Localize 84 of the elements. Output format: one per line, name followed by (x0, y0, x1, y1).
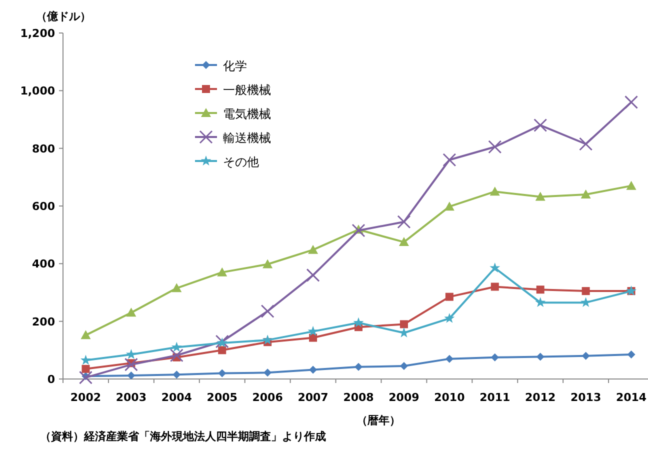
x-tick-label: 2006 (252, 391, 284, 404)
point (353, 317, 364, 328)
y-tick-label: 0 (47, 373, 56, 386)
point (127, 372, 136, 380)
point (80, 330, 91, 340)
point (400, 320, 408, 328)
point (445, 292, 454, 301)
y-tick-label: 600 (32, 200, 56, 213)
y-axis-title: （億ドル） (36, 10, 91, 23)
point (624, 95, 638, 109)
point (80, 354, 91, 365)
x-tick-label: 2013 (570, 391, 602, 404)
point (82, 364, 90, 373)
point (442, 153, 456, 167)
point (536, 352, 544, 361)
point (627, 350, 636, 358)
x-tick-label: 2002 (70, 391, 102, 404)
point (444, 202, 454, 211)
x-tick-label: 2014 (616, 391, 647, 404)
point (170, 348, 184, 362)
x-tick-label: 2003 (116, 391, 147, 404)
x-tick-label: 2004 (161, 391, 192, 404)
legend-label: その他 (223, 155, 259, 169)
point (580, 297, 592, 308)
point (582, 287, 590, 296)
y-tick-label: 800 (32, 142, 56, 156)
point (579, 137, 593, 151)
point (490, 186, 500, 196)
point (264, 368, 272, 377)
y-tick-label: 400 (32, 258, 56, 271)
point (215, 334, 229, 348)
point (126, 308, 136, 317)
point (216, 337, 228, 348)
point (582, 352, 590, 360)
point (126, 348, 136, 359)
point (534, 118, 548, 132)
text: （資料）経済産業省「海外現地法人四半期調査」より作成 (40, 430, 326, 443)
point (217, 267, 228, 276)
x-tick-label: 2012 (525, 391, 556, 404)
point (400, 362, 408, 370)
point (580, 189, 591, 198)
point (398, 237, 409, 246)
point (309, 334, 318, 342)
point (488, 140, 502, 154)
x-tick-label: 2005 (206, 391, 238, 404)
point (262, 334, 273, 345)
point (262, 259, 273, 268)
point (444, 312, 455, 323)
point (306, 268, 320, 282)
point (78, 370, 92, 384)
point (397, 215, 411, 229)
x-tick-label: 2010 (434, 391, 466, 404)
point (490, 282, 499, 291)
point (172, 283, 182, 292)
x-tick-label: 2008 (343, 391, 374, 404)
point (171, 342, 182, 352)
point (536, 286, 544, 294)
x-axis-title: （暦年） (356, 414, 400, 427)
point (490, 262, 500, 272)
x-tick-label: 2007 (298, 391, 328, 404)
point (172, 370, 181, 379)
point (218, 369, 226, 378)
legend-label: 電気機械 (223, 107, 271, 121)
point (490, 353, 499, 362)
legend-label: 輸送機械 (223, 131, 271, 145)
point (354, 362, 362, 371)
point (535, 297, 546, 308)
legend-label: 化学 (223, 59, 247, 73)
point (535, 192, 546, 201)
legend-label: 一般機械 (223, 83, 271, 97)
point (124, 358, 138, 372)
y-tick-label: 200 (32, 315, 56, 328)
point (218, 346, 226, 354)
point (352, 224, 366, 238)
x-tick-label: 2009 (388, 391, 420, 404)
point (308, 244, 318, 254)
point (308, 326, 318, 336)
point (309, 366, 318, 374)
y-tick-label: 1,200 (20, 27, 56, 40)
point (260, 304, 274, 318)
point (445, 354, 454, 363)
y-tick-label: 1,000 (20, 84, 56, 98)
point (626, 180, 636, 190)
x-tick-label: 2011 (480, 391, 510, 404)
